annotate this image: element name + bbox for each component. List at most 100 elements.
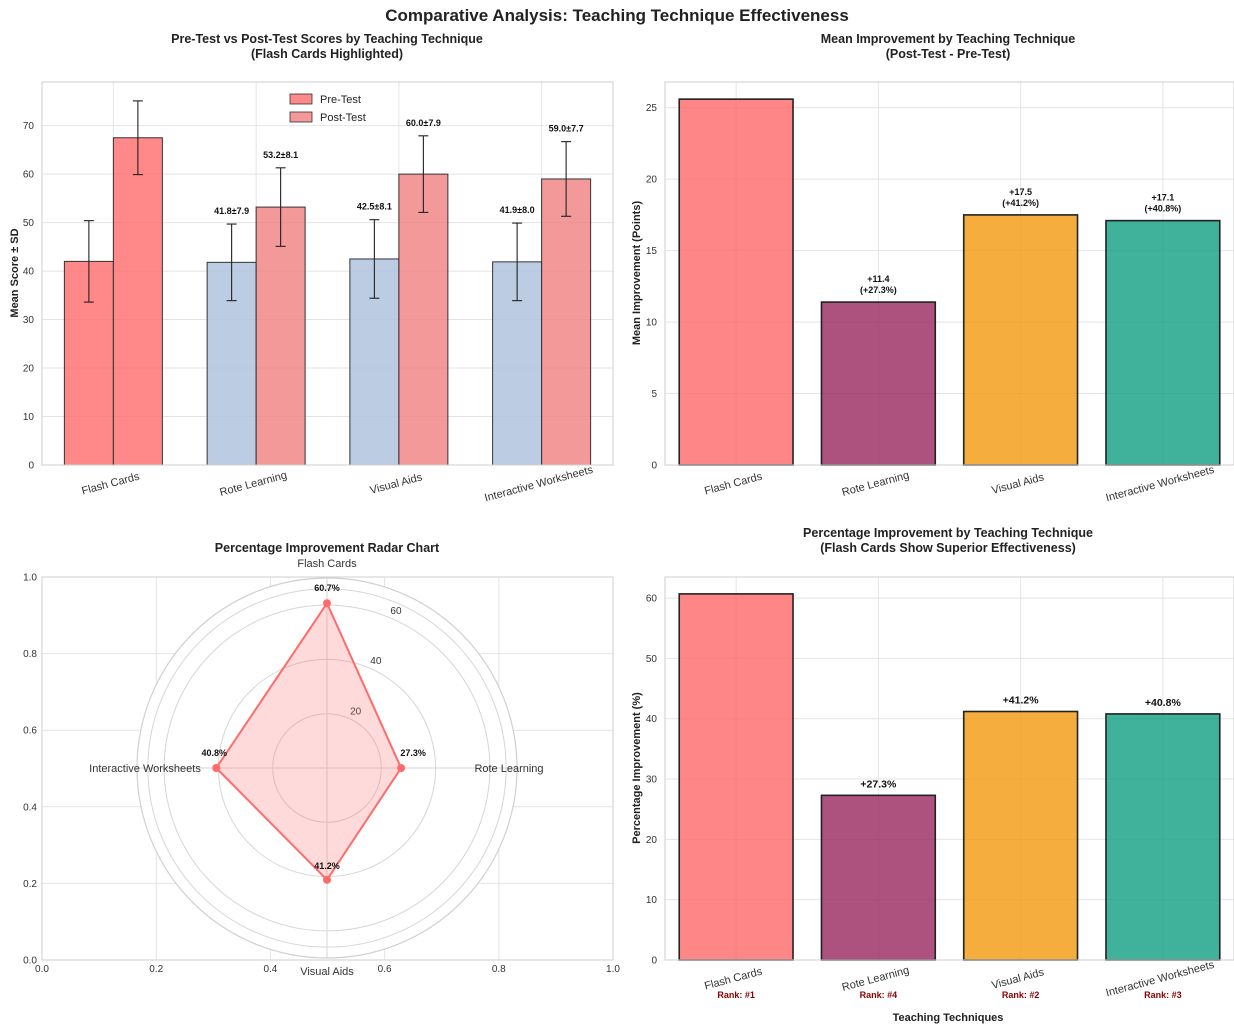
data-label: 41.9±8.0 (500, 205, 535, 215)
data-label: (+41.2%) (1002, 198, 1039, 208)
bar (962, 710, 1079, 961)
x-tick-label: 0.0 (35, 964, 49, 975)
rank-label: Rank: #3 (1144, 990, 1182, 1000)
data-label: 60.0±7.9 (406, 118, 441, 128)
axes-frame (41, 576, 614, 961)
data-label: +27.3% (860, 778, 897, 790)
figure-title: Comparative Analysis: Teaching Technique… (385, 6, 849, 25)
post-test-bar (255, 206, 306, 466)
x-tick-label: Flash Cards (80, 471, 141, 498)
x-tick-label: 0.6 (378, 964, 392, 975)
data-label: (+40.8%) (1144, 204, 1181, 214)
x-tick-label: Rote Learning (841, 469, 911, 498)
bar (820, 301, 937, 466)
post-test-bar (398, 173, 449, 466)
data-label: +40.8% (1145, 697, 1182, 709)
radar-point (397, 764, 406, 772)
y-tick-label: 40 (646, 714, 658, 725)
data-label: 41.2% (314, 861, 340, 871)
y-tick-label: 0 (651, 461, 657, 472)
chart-title: Percentage Improvement by Teaching Techn… (803, 526, 1093, 540)
axes-frame (41, 81, 614, 466)
radar-point (212, 764, 221, 772)
bar (1105, 219, 1221, 466)
radial-tick-label: 20 (350, 707, 362, 718)
x-tick-label: 0.2 (149, 964, 163, 975)
data-label: 40.8% (201, 748, 227, 758)
x-tick-label: 0.8 (492, 964, 506, 975)
legend-swatch (289, 93, 313, 105)
y-tick-label: 50 (23, 218, 35, 229)
y-tick-label: 0 (28, 461, 34, 472)
legend-swatch (289, 111, 313, 123)
y-tick-label: 0 (651, 956, 657, 967)
chart-title: Percentage Improvement Radar Chart (215, 541, 440, 555)
x-tick-label: Flash Cards (703, 471, 764, 498)
radar-point (323, 875, 331, 884)
data-label: 59.0±7.7 (549, 124, 584, 134)
chart-title: Mean Improvement by Teaching Technique (821, 32, 1075, 46)
post-test-bar (112, 137, 163, 466)
y-axis-label: Percentage Improvement (%) (631, 692, 643, 844)
x-tick-label: Rote Learning (218, 469, 288, 498)
y-tick-label: 30 (646, 775, 658, 786)
data-label: +17.5 (1009, 187, 1032, 197)
y-tick-label: 30 (23, 315, 35, 326)
x-axis-label: Teaching Techniques (893, 1012, 1004, 1024)
bar (678, 98, 794, 466)
x-tick-label: Visual Aids (990, 471, 1045, 497)
post-test-bar (541, 178, 592, 466)
radar-axis-label: Interactive Worksheets (89, 763, 201, 775)
bar (1105, 713, 1221, 961)
rank-label: Rank: #4 (860, 990, 898, 1000)
x-tick-label: 0.4 (263, 964, 277, 975)
data-label: 41.8±7.9 (214, 206, 249, 216)
data-label: 60.7% (314, 583, 340, 593)
chart-subtitle: (Post-Test - Pre-Test) (886, 47, 1011, 61)
x-tick-label: Interactive Worksheets (1105, 464, 1216, 505)
x-tick-label: Interactive Worksheets (483, 464, 594, 505)
x-tick-label: Flash Cards (703, 966, 764, 993)
y-tick-label: 40 (23, 267, 35, 278)
radar-axis-label: Visual Aids (300, 966, 354, 978)
data-label: +41.2% (1003, 695, 1040, 707)
radial-tick-label: 40 (370, 656, 382, 667)
y-tick-label: 5 (651, 389, 657, 400)
x-tick-label: 1.0 (606, 964, 620, 975)
bar (678, 593, 794, 961)
rank-label: Rank: #2 (1002, 990, 1040, 1000)
y-tick-label: 60 (646, 594, 658, 605)
bar (962, 214, 1079, 466)
y-tick-label: 70 (23, 121, 35, 132)
y-tick-label: 0.4 (23, 802, 37, 813)
y-tick-label: 0.0 (23, 956, 37, 967)
legend-label: Post-Test (320, 112, 366, 124)
y-axis-label: Mean Improvement (Points) (631, 201, 643, 346)
data-label: 42.5±8.1 (357, 202, 392, 212)
y-tick-label: 0.8 (23, 649, 37, 660)
radar-point (323, 599, 331, 608)
bar (820, 794, 937, 961)
y-axis-label: Mean Score ± SD (9, 228, 21, 317)
legend-label: Pre-Test (320, 94, 361, 106)
y-tick-label: 10 (646, 895, 658, 906)
y-tick-label: 25 (646, 103, 658, 114)
rank-label: Rank: #1 (717, 990, 755, 1000)
y-tick-label: 20 (646, 835, 658, 846)
data-label: 27.3% (400, 748, 426, 758)
chart-subtitle: (Flash Cards Show Superior Effectiveness… (820, 541, 1076, 555)
chart-subtitle: (Flash Cards Highlighted) (251, 47, 403, 61)
y-tick-label: 10 (646, 318, 658, 329)
y-tick-label: 0.6 (23, 726, 37, 737)
data-label: +11.4 (867, 274, 889, 284)
y-tick-label: 60 (23, 170, 35, 181)
radar-axis-label: Rote Learning (474, 763, 543, 775)
y-tick-label: 10 (23, 412, 35, 423)
radial-tick-label: 60 (390, 606, 402, 617)
x-tick-label: Visual Aids (990, 966, 1045, 992)
data-label: +17.1 (1151, 193, 1174, 203)
y-tick-label: 15 (646, 246, 658, 257)
y-tick-label: 20 (646, 175, 658, 186)
axes-frame (664, 576, 1234, 961)
